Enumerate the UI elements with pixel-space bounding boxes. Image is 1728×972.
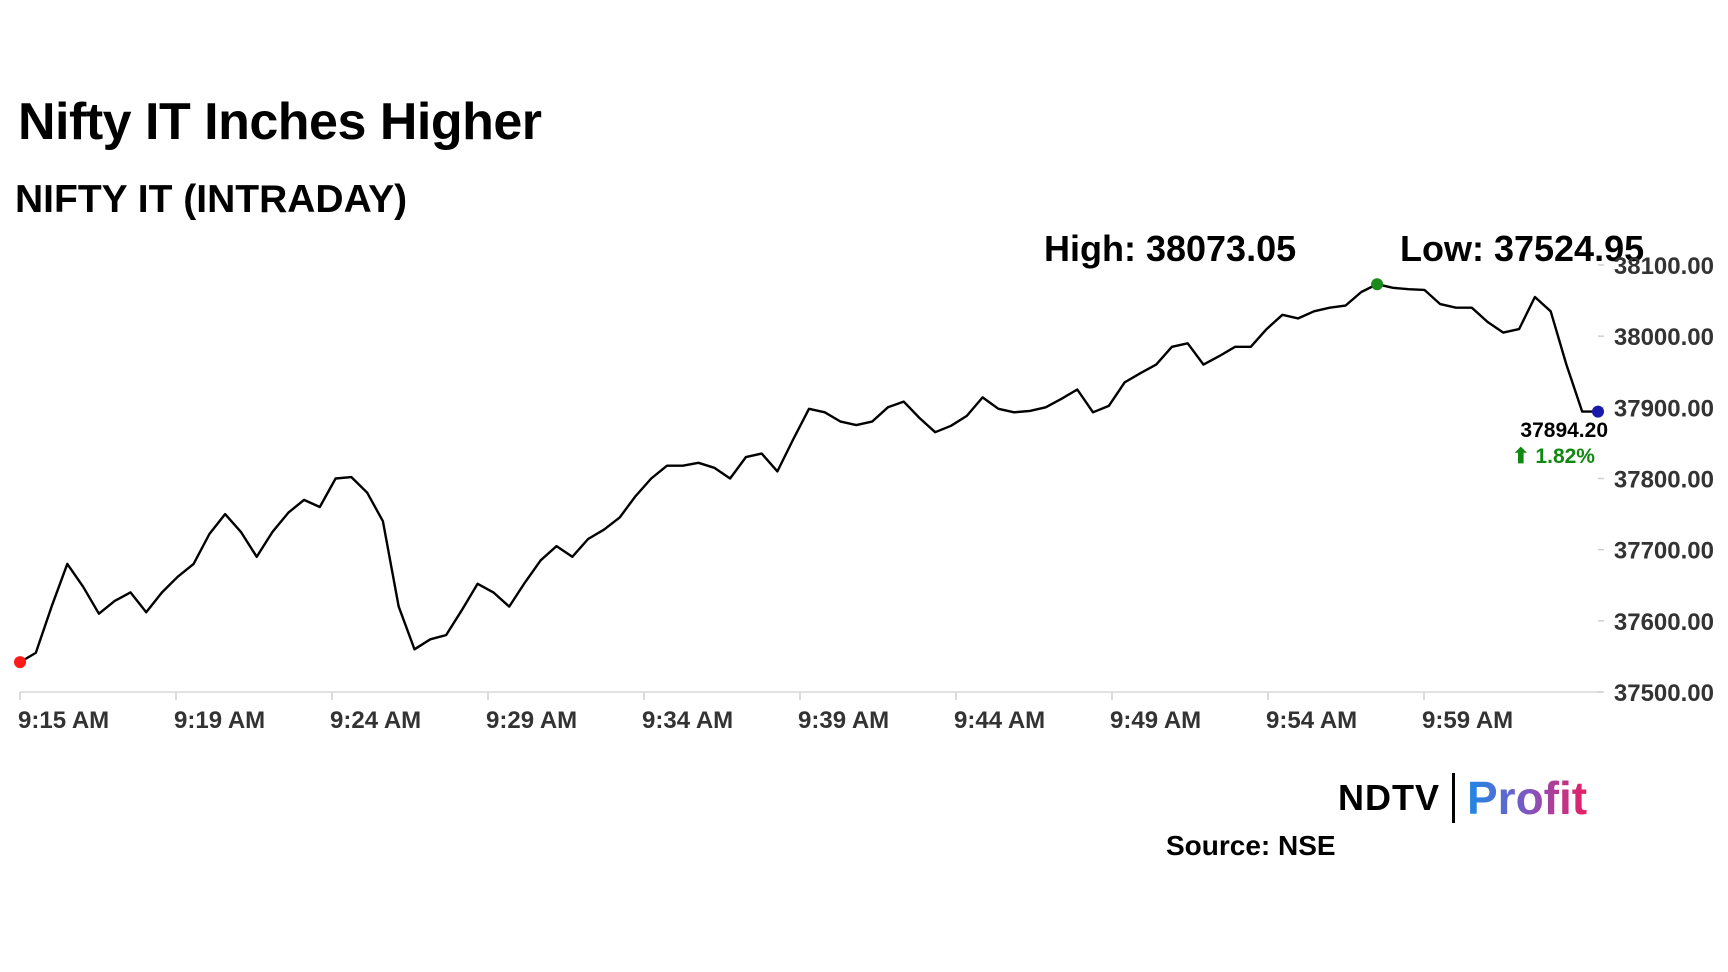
ndtv-profit-logo: NDTV Profit	[1338, 772, 1587, 824]
change-label: ⬆ 1.82%	[1512, 445, 1595, 468]
brand-divider	[1452, 773, 1455, 823]
chart-title: Nifty IT Inches Higher	[18, 93, 542, 151]
y-tick-label: 37800.00	[1614, 467, 1714, 494]
x-tick-label: 9:24 AM	[330, 707, 421, 734]
x-tick-label: 9:19 AM	[174, 707, 265, 734]
x-tick-label: 9:54 AM	[1266, 707, 1357, 734]
x-tick-label: 9:15 AM	[18, 707, 109, 734]
brand-profit: Profit	[1467, 772, 1588, 824]
x-tick-label: 9:49 AM	[1110, 707, 1201, 734]
series-line	[19, 283, 1598, 664]
high-point-marker	[1371, 278, 1384, 291]
x-tick-label: 9:59 AM	[1422, 707, 1513, 734]
x-tick-label: 9:34 AM	[642, 707, 733, 734]
y-tick-label: 37700.00	[1614, 538, 1714, 565]
y-tick-label: 38000.00	[1614, 324, 1714, 351]
y-tick-label: 37500.00	[1614, 680, 1714, 707]
y-tick-label: 38100.00	[1614, 253, 1714, 280]
high-label: High: 38073.05	[1044, 228, 1297, 269]
last-point-marker	[1592, 405, 1604, 418]
x-tick-label: 9:44 AM	[954, 707, 1045, 734]
low-label: Low: 37524.95	[1400, 228, 1645, 269]
y-tick-label: 37900.00	[1614, 395, 1714, 422]
brand-ndtv: NDTV	[1338, 777, 1440, 818]
source-note: Source: NSE	[1166, 830, 1336, 861]
x-tick-label: 9:29 AM	[486, 707, 577, 734]
last-value-label: 37894.20	[1520, 419, 1608, 442]
start-point-marker	[14, 656, 26, 669]
x-tick-label: 9:39 AM	[798, 707, 889, 734]
y-tick-label: 37600.00	[1614, 609, 1714, 636]
chart-subtitle: NIFTY IT (INTRADAY)	[15, 178, 408, 221]
